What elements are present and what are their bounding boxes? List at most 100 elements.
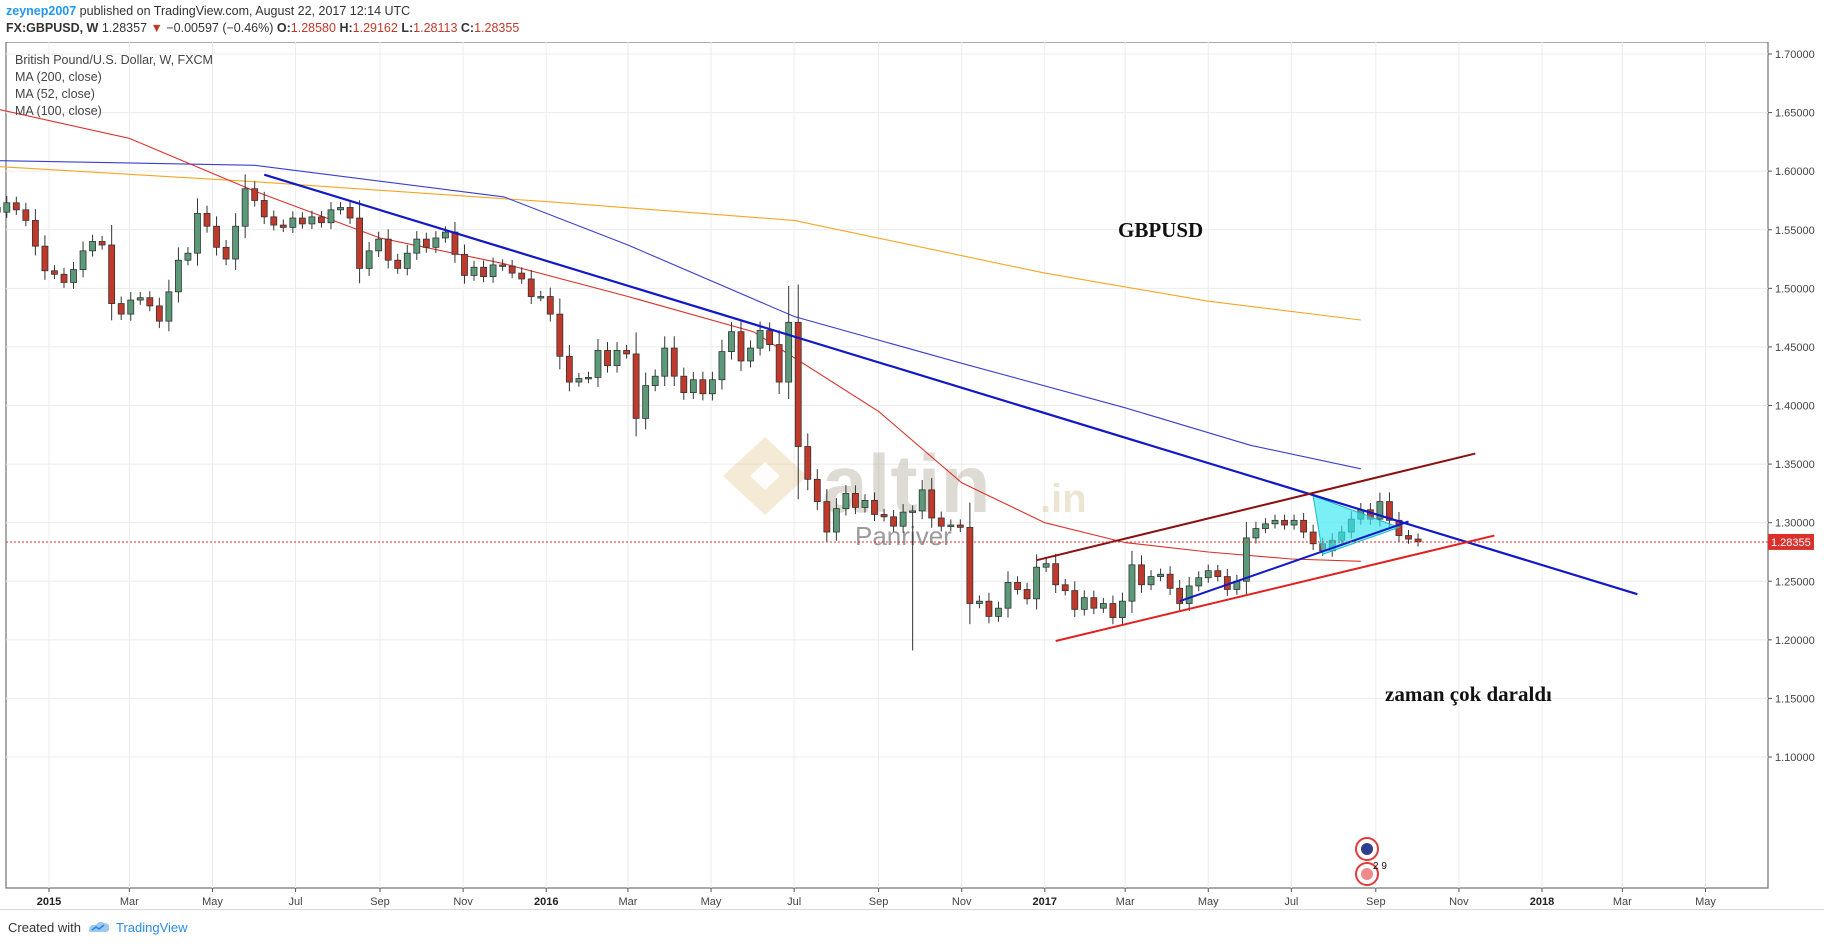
candle-body: [252, 189, 258, 201]
candle-body: [1243, 538, 1249, 581]
candle-body: [137, 298, 143, 300]
us-flag-inner-icon: [1361, 868, 1373, 880]
x-tick-label: 2016: [534, 896, 558, 908]
chart-header: zeynep2007 published on TradingView.com,…: [0, 0, 1824, 42]
candle-body: [1196, 578, 1202, 586]
x-tick-label: Mar: [1116, 896, 1135, 908]
candle-body: [223, 247, 229, 259]
price-chart[interactable]: altin .in Panriver 1.700001.650001.60000…: [0, 42, 1824, 908]
candle-body: [938, 518, 944, 526]
candle-body: [1186, 586, 1192, 604]
candle-body: [1282, 520, 1288, 525]
x-tick-label: Sep: [869, 896, 889, 908]
candle-body: [99, 241, 105, 245]
candle-body: [242, 189, 248, 226]
candle-body: [748, 348, 754, 361]
candle-body: [233, 226, 239, 259]
y-tick-label: 1.50000: [1775, 283, 1815, 295]
candle-body: [118, 304, 124, 315]
candle-body: [1005, 582, 1011, 608]
price-tag-value: 1.28355: [1771, 537, 1811, 549]
candle-body: [309, 217, 315, 224]
y-tick-label: 1.45000: [1775, 342, 1815, 354]
candle-body: [605, 350, 611, 365]
candle-body: [23, 210, 29, 221]
candle-body: [728, 332, 734, 352]
candle-body: [681, 376, 687, 392]
low-value: 1.28113: [413, 21, 457, 35]
x-tick-label: Jul: [289, 896, 303, 908]
candle-body: [1205, 571, 1211, 578]
candle-body: [738, 332, 744, 361]
candle-body: [662, 348, 668, 376]
candle-body: [4, 203, 10, 212]
candle-body: [576, 379, 582, 383]
legend-ma200: MA (200, close): [15, 70, 102, 84]
candle-body: [147, 298, 153, 306]
high-value: 1.29162: [353, 21, 398, 35]
x-tick-label: May: [202, 896, 223, 908]
candle-body: [919, 490, 925, 511]
candle-body: [957, 525, 963, 527]
low-label: L:: [401, 21, 413, 35]
y-tick-label: 1.40000: [1775, 401, 1815, 413]
footer: Created with TradingView: [0, 909, 1824, 946]
x-tick-label: Jul: [1284, 896, 1298, 908]
candle-body: [290, 218, 296, 227]
x-tick-label: Mar: [120, 896, 139, 908]
candle-body: [1110, 604, 1116, 618]
candle-body: [338, 207, 344, 209]
tradingview-logo-icon[interactable]: [86, 919, 112, 935]
candle-body: [1406, 536, 1412, 540]
candle-body: [786, 322, 792, 382]
x-tick-label: May: [1198, 896, 1219, 908]
candle-body: [490, 265, 496, 277]
footer-brand[interactable]: TradingView: [116, 920, 188, 935]
candle-body: [1015, 582, 1021, 589]
candle-body: [1262, 524, 1268, 529]
candle-body: [872, 500, 878, 514]
candle-body: [1081, 598, 1087, 610]
legend-title: British Pound/U.S. Dollar, W, FXCM: [15, 53, 213, 67]
candle-body: [376, 239, 382, 251]
x-tick-label: May: [701, 896, 722, 908]
ohlc-line: FX:GBPUSD, W 1.28357 ▼ −0.00597 (−0.46%)…: [6, 21, 519, 35]
candle-body: [719, 352, 725, 380]
candle-body: [585, 377, 591, 379]
candle-body: [700, 380, 706, 394]
candle-body: [1100, 604, 1106, 609]
candle-body: [852, 493, 858, 507]
candle-body: [690, 380, 696, 393]
last-price: 1.28357: [102, 21, 147, 35]
candle-body: [986, 601, 992, 616]
candle-body: [500, 265, 506, 267]
candle-body: [194, 213, 200, 253]
y-tick-label: 1.10000: [1775, 752, 1815, 764]
y-tick-label: 1.65000: [1775, 108, 1815, 120]
price-axis[interactable]: 1.700001.650001.600001.550001.500001.450…: [1768, 49, 1815, 764]
x-tick-label: May: [1695, 896, 1716, 908]
x-tick-label: Nov: [453, 896, 473, 908]
y-tick-label: 1.25000: [1775, 576, 1815, 588]
candle-body: [185, 253, 191, 260]
candle-body: [652, 376, 658, 385]
x-tick-label: Mar: [1613, 896, 1632, 908]
x-tick-label: Jul: [787, 896, 801, 908]
candle-body: [128, 300, 134, 314]
candle-body: [1215, 571, 1221, 577]
down-arrow-icon: ▼: [151, 21, 163, 35]
candle-body: [414, 239, 420, 253]
candle-body: [42, 246, 48, 271]
candle-body: [824, 502, 830, 532]
candle-body: [767, 331, 773, 345]
candle-body: [833, 509, 839, 532]
author-link[interactable]: zeynep2007: [6, 4, 76, 18]
candle-body: [90, 241, 96, 250]
candle-body: [357, 218, 363, 268]
price-change: −0.00597 (−0.46%): [166, 21, 273, 35]
uk-flag-inner-icon: [1361, 843, 1373, 855]
candle-body: [214, 226, 220, 247]
candle-body: [566, 356, 572, 382]
candle-body: [1167, 574, 1173, 588]
